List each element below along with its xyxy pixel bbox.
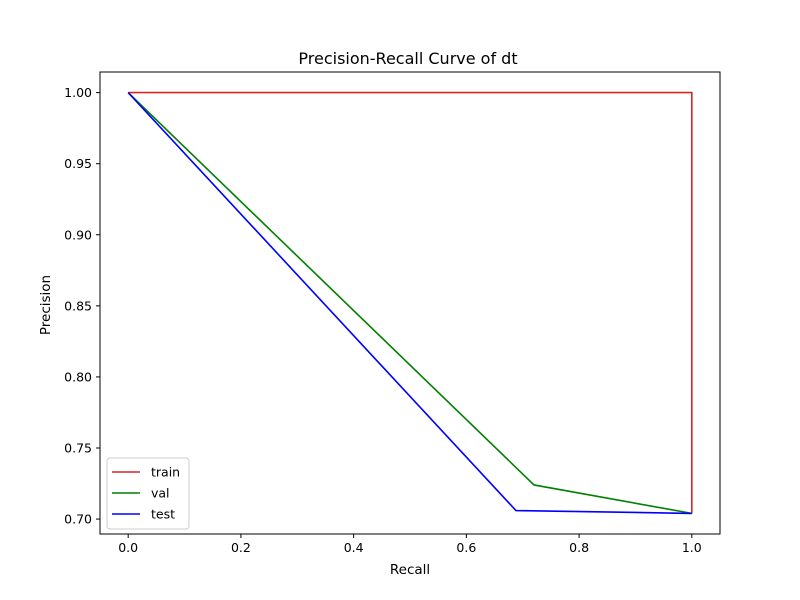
y-tick-label: 0.70	[64, 512, 92, 527]
y-axis-label: Precision	[38, 275, 54, 335]
x-tick-label: 0.4	[344, 540, 364, 555]
chart-title: Precision-Recall Curve of dt	[298, 49, 517, 68]
y-tick-label: 0.95	[64, 156, 92, 171]
series-line-train	[128, 91, 693, 514]
legend-box	[106, 457, 190, 530]
plot-area-frame	[99, 71, 721, 535]
x-axis-label: Recall	[390, 562, 430, 578]
y-tick-label: 1.00	[64, 85, 92, 100]
y-tick-label: 0.90	[64, 227, 92, 242]
x-tick-label: 0.8	[569, 540, 589, 555]
x-tick-label: 0.0	[118, 540, 138, 555]
y-tick-label: 0.75	[64, 440, 92, 455]
x-tick-label: 0.2	[231, 540, 251, 555]
legend-label-val: val	[151, 486, 170, 501]
y-tick-label: 0.80	[64, 369, 92, 384]
legend-label-test: test	[151, 507, 175, 522]
series-layer	[127, 91, 693, 515]
legend-label-train: train	[151, 465, 180, 480]
legend: train val test	[106, 457, 190, 530]
series-line-test	[127, 92, 692, 515]
series-line-val	[127, 92, 692, 515]
ticks-layer: 0.0 0.2 0.4 0.6 0.8 1.0 0.70 0.75 0.80 0.85 0.90 0.…	[64, 85, 702, 555]
x-tick-label: 0.6	[456, 540, 476, 555]
x-tick-label: 1.0	[682, 540, 702, 555]
y-tick-label: 0.85	[64, 298, 92, 313]
